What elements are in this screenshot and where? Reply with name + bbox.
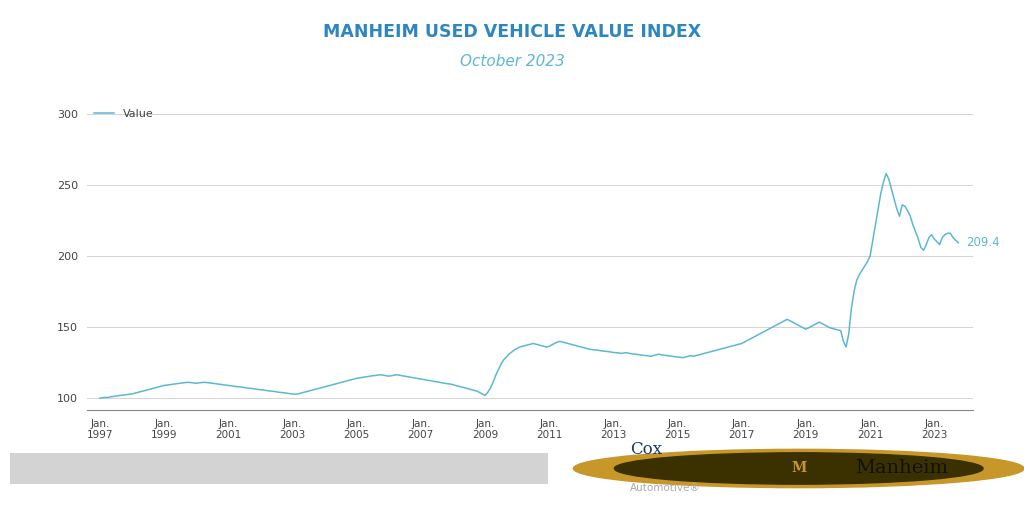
Text: Automotive®: Automotive® [630,483,700,493]
Text: 209.4: 209.4 [967,236,1000,249]
Text: October 2023: October 2023 [460,54,564,69]
Circle shape [573,450,1024,487]
Text: Manheim: Manheim [855,459,948,478]
Text: Cox: Cox [630,441,662,458]
Circle shape [614,453,983,484]
Bar [10,453,548,484]
Text: MANHEIM USED VEHICLE VALUE INDEX: MANHEIM USED VEHICLE VALUE INDEX [323,23,701,41]
Legend: Value: Value [89,104,158,123]
Text: M: M [791,461,807,476]
